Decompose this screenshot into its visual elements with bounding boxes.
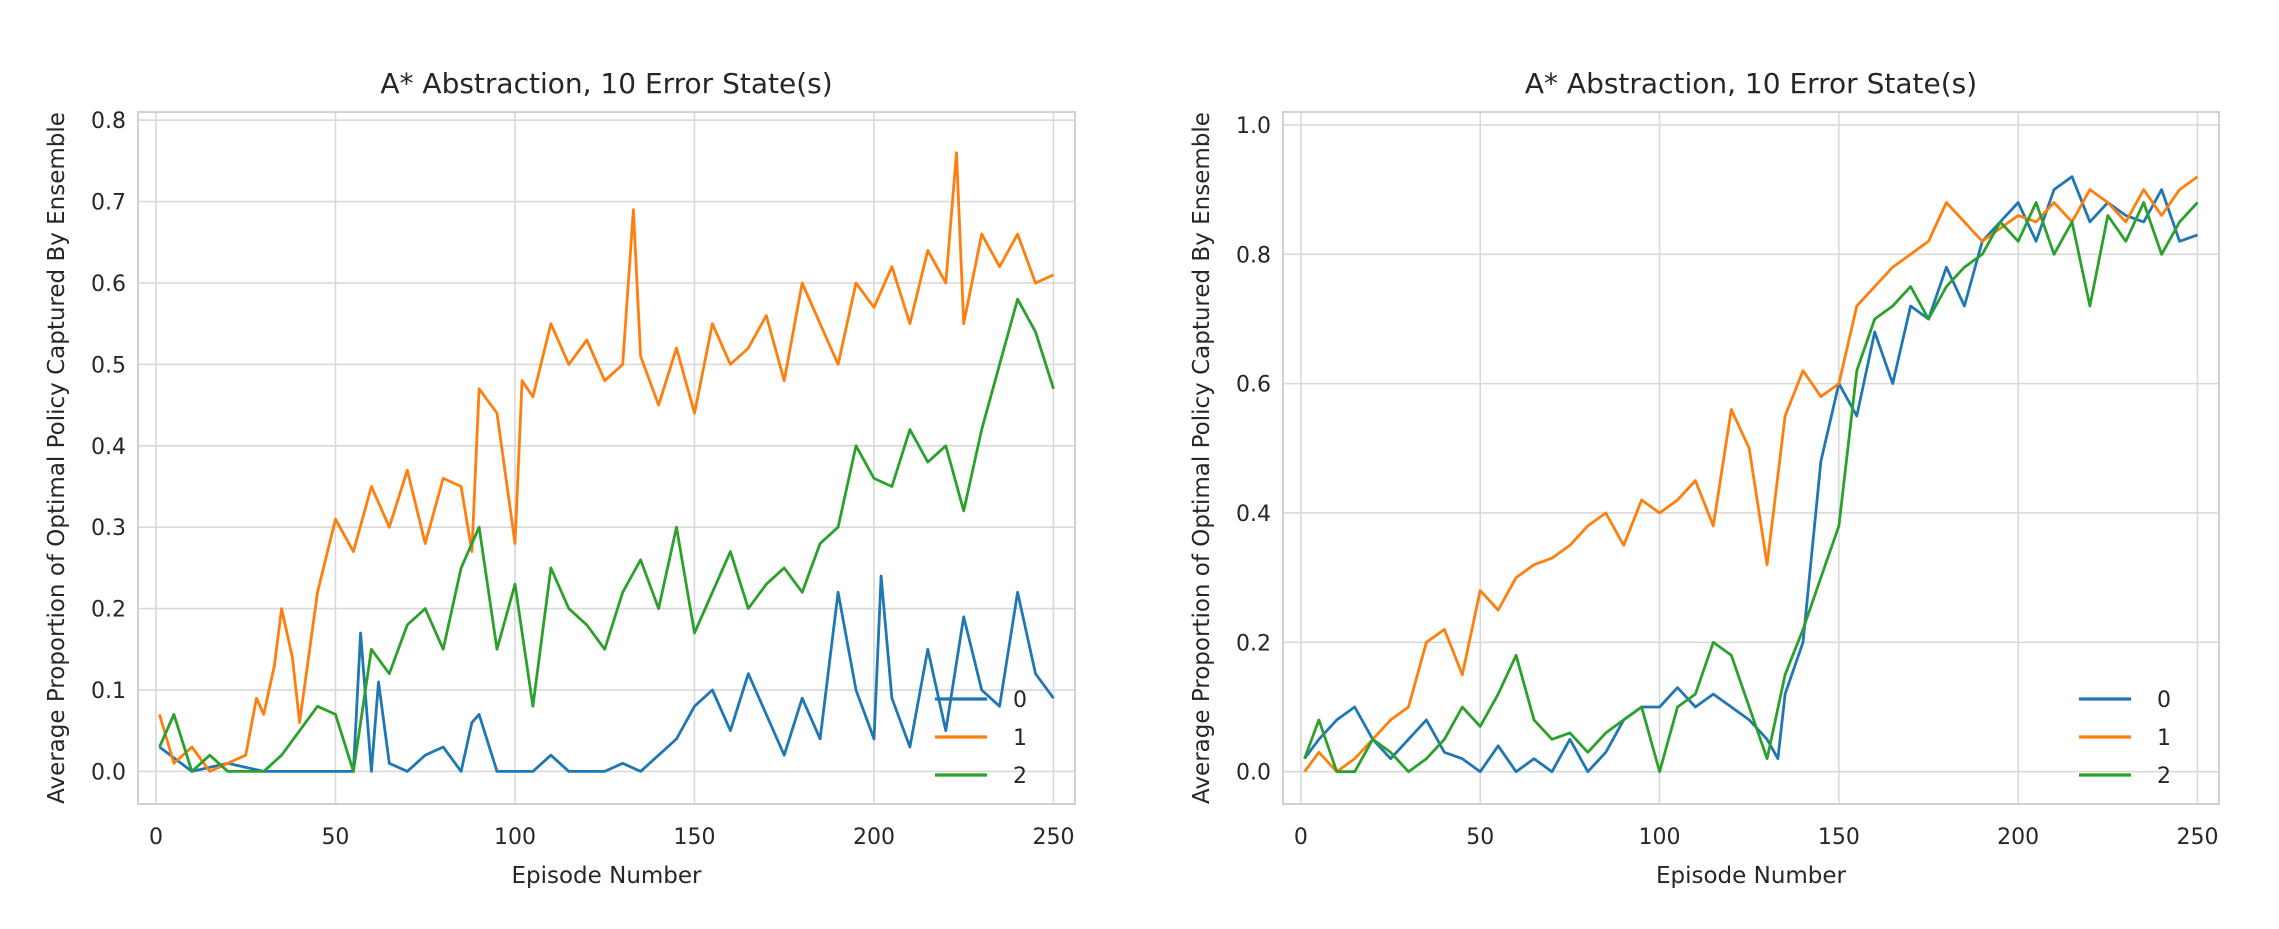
left-chart: 0 50 100 150 200 250 0.0 0.1 0.2 0.3 0.4 0.5 0.6 0.7 0… bbox=[44, 67, 1076, 889]
plot-frame bbox=[1282, 111, 2220, 805]
y-tick-label: 0.2 bbox=[91, 598, 126, 623]
x-tick-label: 50 bbox=[1466, 825, 1494, 850]
x-tick-label: 150 bbox=[673, 825, 715, 850]
chart-title: A* Abstraction, 10 Error State(s) bbox=[1525, 67, 1977, 100]
y-tick-label: 0.4 bbox=[1236, 502, 1271, 527]
series-line-2 bbox=[158, 297, 1055, 773]
y-tick-label: 0.2 bbox=[1236, 631, 1271, 656]
y-tick-label: 0.6 bbox=[1236, 373, 1271, 398]
legend-label: 0 bbox=[2157, 688, 2171, 713]
right-chart: 0 50 100 150 200 250 0.0 0.2 0.4 0.6 0.8 1.0 A* Abst… bbox=[1189, 67, 2220, 889]
series-line-0 bbox=[158, 574, 1055, 773]
chart-title: A* Abstraction, 10 Error State(s) bbox=[380, 67, 832, 100]
legend-label: 2 bbox=[1013, 764, 1027, 789]
series-line-1 bbox=[158, 151, 1055, 773]
y-tick-label: 0.1 bbox=[91, 679, 126, 704]
x-tick-label: 100 bbox=[494, 825, 536, 850]
y-tick-label: 0.6 bbox=[91, 272, 126, 297]
y-tick-label: 1.0 bbox=[1236, 114, 1271, 139]
x-axis-label: Episode Number bbox=[511, 863, 702, 889]
y-axis-label: Average Proportion of Optimal Policy Cap… bbox=[44, 112, 70, 804]
x-tick-label: 200 bbox=[1997, 825, 2039, 850]
x-tick-label: 250 bbox=[2176, 825, 2218, 850]
legend-label: 2 bbox=[2157, 764, 2171, 789]
x-axis-label: Episode Number bbox=[1656, 863, 1847, 889]
legend-label: 0 bbox=[1013, 688, 1027, 713]
y-tick-label: 0.7 bbox=[91, 191, 126, 216]
legend-label: 1 bbox=[1013, 726, 1027, 751]
y-tick-label: 0.5 bbox=[91, 353, 126, 378]
y-tick-label: 0.4 bbox=[91, 435, 126, 460]
x-tick-label: 150 bbox=[1818, 825, 1860, 850]
y-tick-label: 0.8 bbox=[91, 109, 126, 134]
series-line-2 bbox=[1303, 201, 2199, 774]
x-tick-label: 50 bbox=[321, 825, 349, 850]
x-tick-label: 100 bbox=[1639, 825, 1681, 850]
x-tick-label: 0 bbox=[1294, 825, 1308, 850]
x-tick-label: 0 bbox=[149, 825, 163, 850]
plot-area bbox=[138, 112, 1075, 804]
y-tick-label: 0.3 bbox=[91, 516, 126, 541]
y-tick-label: 0.0 bbox=[91, 760, 126, 785]
x-tick-label: 250 bbox=[1032, 825, 1074, 850]
y-tick-label: 0.0 bbox=[1236, 761, 1271, 786]
y-tick-label: 0.8 bbox=[1236, 243, 1271, 268]
plot-frame bbox=[137, 111, 1076, 805]
y-axis-label: Average Proportion of Optimal Policy Cap… bbox=[1189, 112, 1215, 804]
series-line-1 bbox=[1303, 175, 2199, 774]
legend-label: 1 bbox=[2157, 726, 2171, 751]
x-tick-label: 200 bbox=[853, 825, 895, 850]
